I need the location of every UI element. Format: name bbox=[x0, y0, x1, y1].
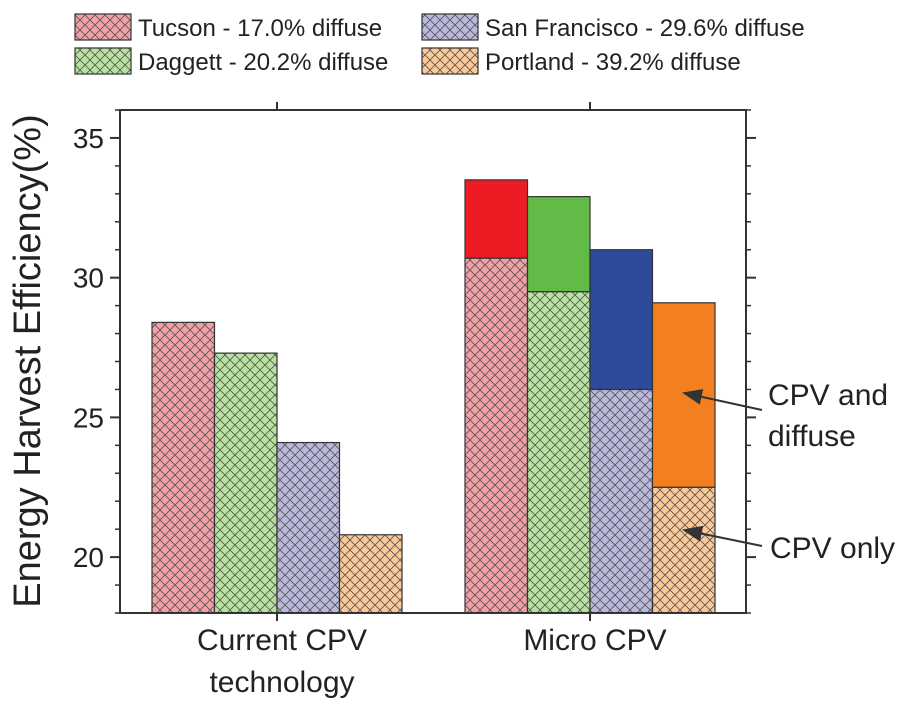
legend-swatch bbox=[74, 13, 132, 41]
legend-label: Portland - 39.2% diffuse bbox=[485, 49, 741, 76]
bars-group bbox=[151, 179, 716, 614]
legend-swatch bbox=[74, 47, 132, 75]
bar-cpv-only bbox=[213, 352, 278, 614]
legend-label: Tucson - 17.0% diffuse bbox=[138, 15, 382, 42]
bar-cpv-only bbox=[338, 534, 403, 614]
annotation-arrow bbox=[682, 525, 763, 547]
annotations-group: CPV and diffuse CPV only bbox=[682, 379, 895, 565]
axes-group: 20 25 30 35 Current CPV technology Micro CPV bbox=[73, 102, 756, 699]
y-tick-label: 35 bbox=[73, 123, 104, 154]
bar-cpv-only bbox=[589, 388, 654, 614]
legend: Tucson - 17.0% diffuse Daggett - 20.2% di… bbox=[74, 13, 805, 76]
x-category-label: Current CPV technology bbox=[197, 624, 367, 699]
bar-cpv-and-diffuse bbox=[589, 249, 654, 391]
y-tick-label: 30 bbox=[73, 263, 104, 294]
legend-swatch bbox=[421, 47, 479, 75]
bar-cpv-and-diffuse bbox=[464, 179, 529, 259]
legend-label: San Francisco - 29.6% diffuse bbox=[485, 15, 805, 42]
legend-swatch bbox=[421, 13, 479, 41]
y-tick-label: 25 bbox=[73, 402, 104, 433]
annotation-arrow bbox=[682, 389, 763, 411]
annotation-label: CPV and diffuse bbox=[768, 379, 888, 453]
annotation-label: CPV only bbox=[770, 532, 895, 565]
bar-cpv-only bbox=[276, 441, 341, 614]
bar-cpv-and-diffuse bbox=[651, 302, 716, 488]
legend-label: Daggett - 20.2% diffuse bbox=[138, 49, 388, 76]
bar-cpv-only bbox=[651, 486, 716, 614]
x-category-label: Micro CPV bbox=[523, 624, 666, 657]
y-axis-label: Energy Harvest Efficiency(%) bbox=[7, 114, 49, 607]
y-tick-label: 20 bbox=[73, 542, 104, 573]
bar-cpv-and-diffuse bbox=[526, 196, 591, 293]
bar-cpv-only bbox=[151, 321, 216, 614]
bar-cpv-only bbox=[464, 257, 529, 614]
bar-cpv-only bbox=[526, 291, 591, 614]
